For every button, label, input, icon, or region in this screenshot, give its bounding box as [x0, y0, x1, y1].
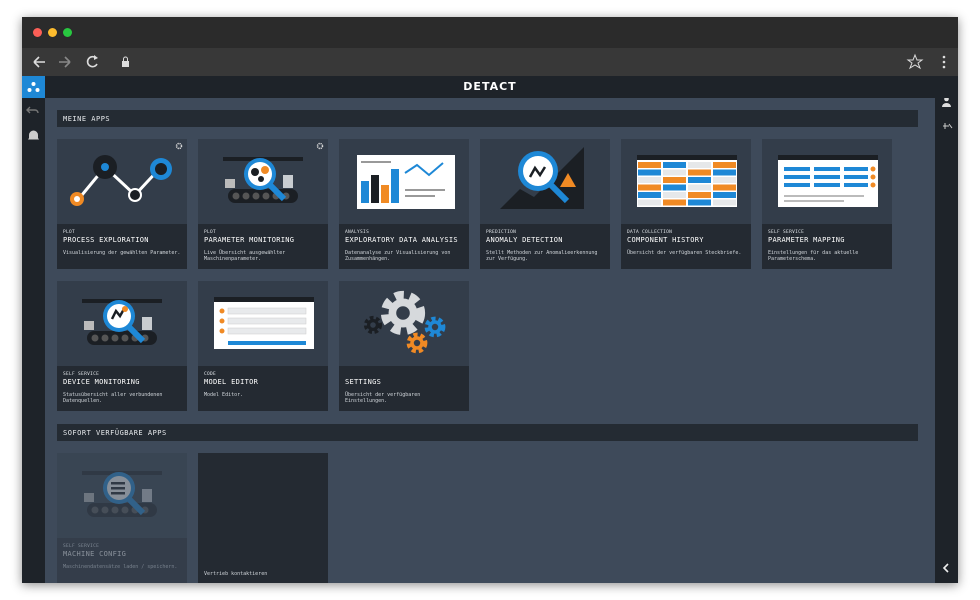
app-card[interactable]: CODE MODEL EDITOR Model Editor.	[198, 281, 328, 411]
left-sidebar	[22, 76, 45, 583]
app-illustration	[762, 139, 892, 224]
sidebar-icons	[22, 76, 45, 140]
app-description: Vertrieb kontaktieren	[204, 571, 268, 577]
app-category: CODE	[204, 372, 217, 377]
app-name: ANOMALY DETECTION	[486, 236, 563, 244]
app-card[interactable]: SETTINGS Übersicht der verfügbaren Einste…	[339, 281, 469, 411]
minimize-button[interactable]	[48, 28, 57, 37]
app-description: Statusübersicht aller verbundenen Datenq…	[63, 392, 163, 405]
title-bar	[22, 17, 958, 48]
app-name: MODEL EDITOR	[204, 378, 259, 386]
reload-arrow	[94, 55, 98, 60]
app-category: SELF SERVICE	[63, 544, 100, 549]
app-name: DEVICE MONITORING	[63, 378, 140, 386]
app-card[interactable]: PREDICTION ANOMALY DETECTION Stellt Method…	[480, 139, 610, 269]
browser-window: DETACT MEINE APPS PLOT PROCESS EXPLORATION…	[22, 17, 958, 583]
app-category: SELF SERVICE	[768, 230, 805, 235]
app-description: Stellt Methoden zur Anomalieerkennung zu…	[486, 250, 598, 263]
forward-button[interactable]	[59, 56, 71, 68]
bookmark-star[interactable]	[906, 53, 924, 70]
app-name: SETTINGS	[345, 378, 382, 386]
notifications-icon[interactable]	[28, 130, 39, 140]
app-name: PARAMETER MONITORING	[204, 236, 295, 244]
app-category: PREDICTION	[486, 230, 517, 235]
collapse-button[interactable]	[942, 563, 949, 573]
app-illustration	[339, 139, 469, 224]
app-description: Datenanalyse zur Visualisierung von Zusa…	[345, 250, 451, 263]
app-card[interactable]: PLOT PROCESS EXPLORATION Visualisierung de…	[57, 139, 187, 269]
app-card[interactable]: ANALYSIS EXPLORATORY DATA ANALYSIS Datenan…	[339, 139, 469, 269]
app-description: Maschinendatensätze laden / speichern.	[63, 564, 178, 570]
app-illustration	[57, 139, 187, 224]
app-card[interactable]: Vertrieb kontaktieren	[198, 453, 328, 583]
app-category: PLOT	[63, 230, 76, 235]
language-icon[interactable]	[943, 123, 953, 129]
menu-button[interactable]	[942, 55, 946, 69]
app-illustration	[339, 281, 469, 366]
app-name: MACHINE CONFIG	[63, 550, 127, 558]
logo[interactable]: DETACT	[463, 80, 517, 93]
app-card[interactable]: DATA COLLECTION COMPONENT HISTORY Übersich…	[621, 139, 751, 269]
app-header: DETACT	[22, 76, 958, 98]
app-description: Übersicht der verfügbaren Steckbriefe.	[627, 250, 742, 256]
app-category: DATA COLLECTION	[627, 230, 673, 235]
app-illustration	[621, 139, 751, 224]
app-illustration	[57, 281, 187, 366]
app-description: Visualisierung der gewählten Parameter.	[63, 250, 181, 256]
app-description: Einstellungen für das aktuelle Parameter…	[768, 250, 859, 263]
app-grid: PLOT PROCESS EXPLORATION Visualisierung de…	[57, 139, 935, 411]
app-illustration	[480, 139, 610, 224]
app-description: Übersicht der verfügbaren Einstellungen.	[345, 392, 421, 405]
app-description: Model Editor.	[204, 392, 244, 398]
app-name: EXPLORATORY DATA ANALYSIS	[345, 236, 458, 244]
section-header: MEINE APPS	[57, 110, 918, 127]
right-sidebar-icons	[942, 96, 953, 573]
app-card[interactable]: SELF SERVICE DEVICE MONITORING Statusübers…	[57, 281, 187, 411]
lock-shackle	[123, 56, 128, 61]
lock-icon	[122, 61, 129, 67]
right-sidebar	[935, 96, 958, 583]
app-illustration	[57, 453, 187, 538]
app-card[interactable]: SELF SERVICE MACHINE CONFIG Maschinendaten…	[57, 453, 187, 583]
home-button[interactable]	[22, 76, 45, 98]
app-name: COMPONENT HISTORY	[627, 236, 704, 244]
back-icon[interactable]	[26, 106, 39, 114]
app-name: PROCESS EXPLORATION	[63, 236, 149, 244]
app-category: SELF SERVICE	[63, 372, 100, 377]
app-illustration	[198, 281, 328, 366]
maximize-button[interactable]	[63, 28, 72, 37]
app-content: MEINE APPS PLOT PROCESS EXPLORATION Visuali…	[45, 98, 935, 583]
app-grid: SELF SERVICE MACHINE CONFIG Maschinendaten…	[57, 453, 935, 583]
toolbar-icons	[33, 53, 946, 70]
app-name: PARAMETER MAPPING	[768, 236, 845, 244]
section-header: SOFORT VERFÜGBARE APPS	[57, 424, 918, 441]
app-card[interactable]: SELF SERVICE PARAMETER MAPPING Einstellung…	[762, 139, 892, 269]
app-description: Live Übersicht ausgewählter Maschinenpar…	[204, 250, 286, 263]
reload-button[interactable]	[86, 55, 98, 68]
app-illustration	[198, 139, 328, 224]
app-card[interactable]: PLOT PARAMETER MONITORING Live Übersicht a…	[198, 139, 328, 269]
app-category: PLOT	[204, 230, 217, 235]
close-button[interactable]	[33, 28, 42, 37]
app-category: ANALYSIS	[345, 230, 370, 235]
toolbar	[22, 48, 958, 76]
user-icon[interactable]	[944, 96, 949, 102]
back-button[interactable]	[33, 56, 45, 68]
